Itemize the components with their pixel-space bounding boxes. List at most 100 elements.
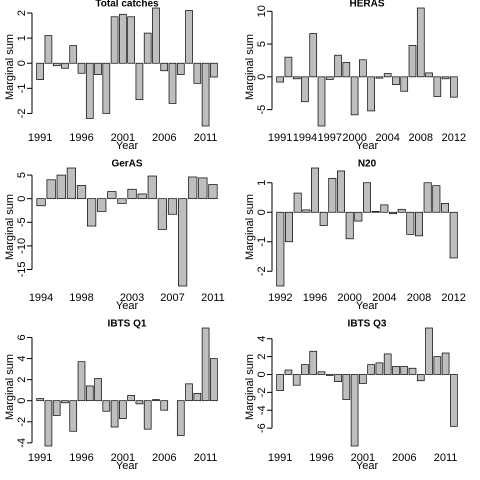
bar bbox=[433, 356, 442, 375]
bar bbox=[210, 62, 218, 78]
bar bbox=[147, 175, 157, 200]
bar bbox=[415, 211, 423, 237]
bar bbox=[201, 327, 210, 402]
bar bbox=[311, 167, 319, 213]
x-tick-label: 2012 bbox=[441, 292, 465, 304]
y-tick-label: 5 bbox=[256, 41, 268, 47]
bar bbox=[441, 203, 449, 213]
bar bbox=[350, 374, 359, 447]
bar bbox=[77, 62, 86, 74]
bar bbox=[406, 211, 415, 235]
y-tick-label: 4 bbox=[256, 336, 268, 342]
x-axis-label: Year bbox=[116, 140, 139, 152]
x-tick-label: 2006 bbox=[152, 132, 176, 144]
x-tick-label: 1992 bbox=[268, 292, 292, 304]
bar bbox=[160, 400, 169, 411]
bar bbox=[102, 62, 111, 114]
bar bbox=[317, 371, 326, 375]
bar bbox=[276, 374, 284, 391]
y-tick-label: -2 bbox=[256, 387, 268, 397]
bar bbox=[408, 45, 417, 78]
bar bbox=[208, 184, 218, 200]
x-tick-label: 2012 bbox=[442, 132, 466, 144]
bar bbox=[157, 198, 167, 230]
bar bbox=[66, 167, 76, 200]
x-tick-label: 1996 bbox=[303, 292, 327, 304]
bar bbox=[127, 188, 137, 200]
bar bbox=[94, 378, 102, 402]
bar bbox=[178, 198, 188, 287]
bar bbox=[85, 385, 94, 402]
bar bbox=[334, 54, 342, 78]
y-axis-label: Marginal sum bbox=[4, 194, 16, 260]
bar bbox=[400, 76, 409, 92]
y-tick-label: -2 bbox=[16, 417, 28, 427]
bar bbox=[94, 62, 102, 75]
bar bbox=[119, 13, 127, 64]
x-tick-label: 1991 bbox=[28, 132, 52, 144]
bar bbox=[285, 211, 293, 243]
bar bbox=[309, 33, 318, 78]
y-tick-label: 6 bbox=[16, 334, 28, 340]
bar bbox=[102, 400, 111, 412]
x-tick-label: 2000 bbox=[342, 132, 366, 144]
bar bbox=[152, 399, 160, 402]
x-tick-label: 2001 bbox=[351, 452, 375, 464]
x-tick-label: 2004 bbox=[375, 132, 399, 144]
x-tick-label: 2007 bbox=[160, 292, 184, 304]
bar bbox=[201, 62, 210, 127]
y-tick-label: -4 bbox=[16, 438, 28, 448]
bar bbox=[342, 62, 351, 78]
bar bbox=[61, 400, 69, 404]
bar bbox=[61, 62, 69, 69]
bar bbox=[44, 35, 53, 64]
y-tick-label: 0 bbox=[16, 196, 28, 202]
bar bbox=[433, 76, 442, 97]
y-tick-label: 2 bbox=[16, 377, 28, 383]
bar bbox=[325, 374, 334, 376]
x-tick-label: 1996 bbox=[69, 132, 93, 144]
x-tick-label: 2011 bbox=[194, 452, 218, 464]
bar bbox=[168, 62, 177, 104]
bar bbox=[143, 400, 152, 430]
bar bbox=[301, 364, 309, 375]
bar bbox=[36, 62, 44, 80]
chart-title: N20 bbox=[358, 159, 377, 170]
bar bbox=[52, 62, 61, 67]
bar bbox=[293, 192, 302, 213]
y-tick-label: 2 bbox=[16, 10, 28, 16]
x-tick-label: 1997 bbox=[318, 132, 342, 144]
chart-title: HERAS bbox=[349, 0, 384, 10]
bar bbox=[416, 7, 425, 78]
x-tick-label: 2006 bbox=[152, 452, 176, 464]
x-tick-label: 2011 bbox=[201, 292, 225, 304]
x-tick-label: 1994 bbox=[29, 292, 53, 304]
y-axis-label: Marginal sum bbox=[244, 194, 256, 260]
bar bbox=[337, 170, 345, 213]
y-tick-label: -5 bbox=[16, 217, 28, 227]
bar bbox=[425, 327, 433, 375]
y-tick-label: -2 bbox=[256, 266, 268, 276]
y-tick-label: -1 bbox=[256, 237, 268, 247]
x-tick-label: 1994 bbox=[293, 132, 317, 144]
y-axis-label: Marginal sum bbox=[244, 354, 256, 420]
x-axis-label: Year bbox=[356, 140, 379, 152]
y-tick-label: -6 bbox=[256, 423, 268, 433]
bar bbox=[408, 367, 417, 375]
bar bbox=[389, 211, 397, 215]
bar bbox=[110, 400, 119, 428]
y-tick-label: 0 bbox=[256, 371, 268, 377]
bar bbox=[432, 185, 441, 213]
bar bbox=[317, 76, 326, 127]
bar bbox=[359, 374, 367, 384]
y-tick-label: 0 bbox=[16, 60, 28, 66]
y-tick-label: 4 bbox=[16, 355, 28, 361]
bar bbox=[76, 185, 87, 200]
bar bbox=[449, 211, 458, 259]
y-tick-label: -1 bbox=[16, 83, 28, 93]
bar bbox=[375, 76, 384, 79]
bar bbox=[392, 76, 400, 86]
bar bbox=[375, 362, 384, 375]
bar bbox=[380, 204, 389, 213]
bar bbox=[193, 392, 202, 402]
